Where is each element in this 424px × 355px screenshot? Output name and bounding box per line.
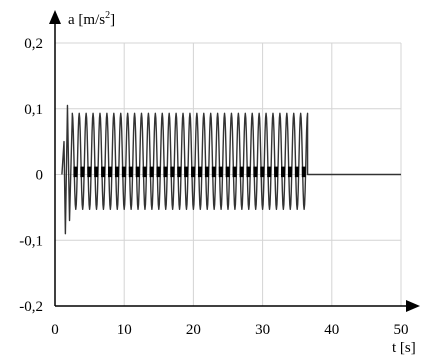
y-tick-label: -0,2 — [19, 299, 43, 315]
y-tick-label: 0,2 — [24, 36, 43, 52]
axes — [49, 10, 420, 312]
x-tick-label: 50 — [394, 322, 409, 338]
series-layer — [61, 104, 401, 235]
y-tick-label: 0 — [36, 168, 44, 184]
x-tick-label: 20 — [186, 322, 201, 338]
x-tick-label: 0 — [51, 322, 59, 338]
y-tick-label: -0,1 — [19, 233, 43, 249]
acceleration-series-line — [61, 104, 401, 235]
x-tick-labels: 0 10 20 30 40 50 — [51, 322, 408, 338]
x-axis-arrow-icon — [406, 300, 420, 312]
y-tick-labels: -0,2 -0,1 0 0,1 0,2 — [19, 36, 43, 315]
y-axis-label: a [m/s2] — [68, 10, 115, 28]
x-axis-label: t [s] — [392, 340, 416, 355]
y-axis-label-end: ] — [110, 12, 115, 28]
y-axis-label-main: a [m/s — [68, 12, 105, 28]
x-tick-label: 10 — [117, 322, 132, 338]
x-tick-label: 40 — [324, 322, 339, 338]
y-tick-label: 0,1 — [24, 102, 43, 118]
x-tick-label: 30 — [255, 322, 270, 338]
y-axis-label-exponent: 2 — [105, 10, 110, 21]
y-axis-arrow-icon — [49, 10, 61, 24]
